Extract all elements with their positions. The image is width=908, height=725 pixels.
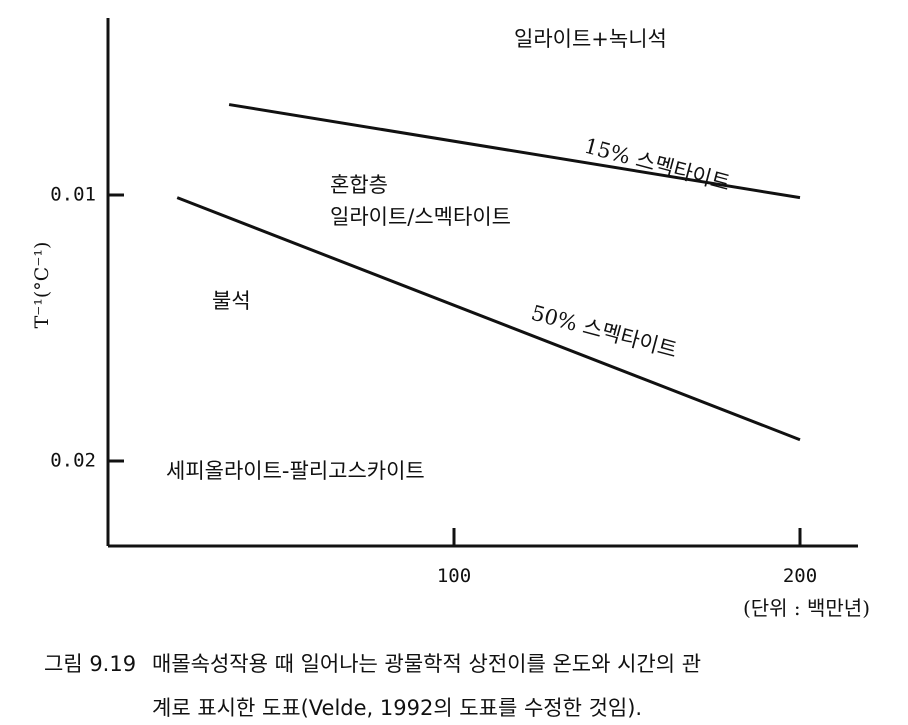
region-label-sepiolite-palygorskite: 세피올라이트-팔리고스카이트 — [166, 459, 425, 483]
caption-line-1: 매몰속성작용 때 일어나는 광물학적 상전이를 온도와 시간의 관 — [152, 652, 702, 676]
caption-line-2: 계로 표시한 도표(Velde, 1992의 도표를 수정한 것임). — [152, 696, 643, 720]
y-tick-label-0.02: 0.02 — [50, 450, 96, 472]
region-label-illite-chlorite: 일라이트+녹니석 — [514, 27, 667, 51]
line-label-50-smectite: 50% 스멕타이트 — [529, 301, 680, 363]
y-tick-label-0.01: 0.01 — [50, 184, 96, 206]
x-axis-unit-label: (단위 : 백만년) — [743, 596, 870, 620]
region-label-mixed-layer: 혼합층 — [330, 173, 388, 197]
boundary-line-15-smectite — [228, 103, 801, 200]
x-tick-label-200: 200 — [783, 565, 817, 587]
boundary-line-50-smectite — [176, 196, 801, 442]
x-tick-label-100: 100 — [437, 565, 471, 587]
caption-number: 그림 9.19 — [44, 652, 137, 676]
region-label-zeolite: 불석 — [212, 289, 251, 313]
diagram: 0.01 0.02 100 200 T⁻¹(°C⁻¹) (단위 : 백만년) 1… — [31, 18, 870, 620]
region-label-illite-smectite: 일라이트/스멕타이트 — [330, 205, 511, 229]
y-axis-label: T⁻¹(°C⁻¹) — [31, 242, 53, 329]
